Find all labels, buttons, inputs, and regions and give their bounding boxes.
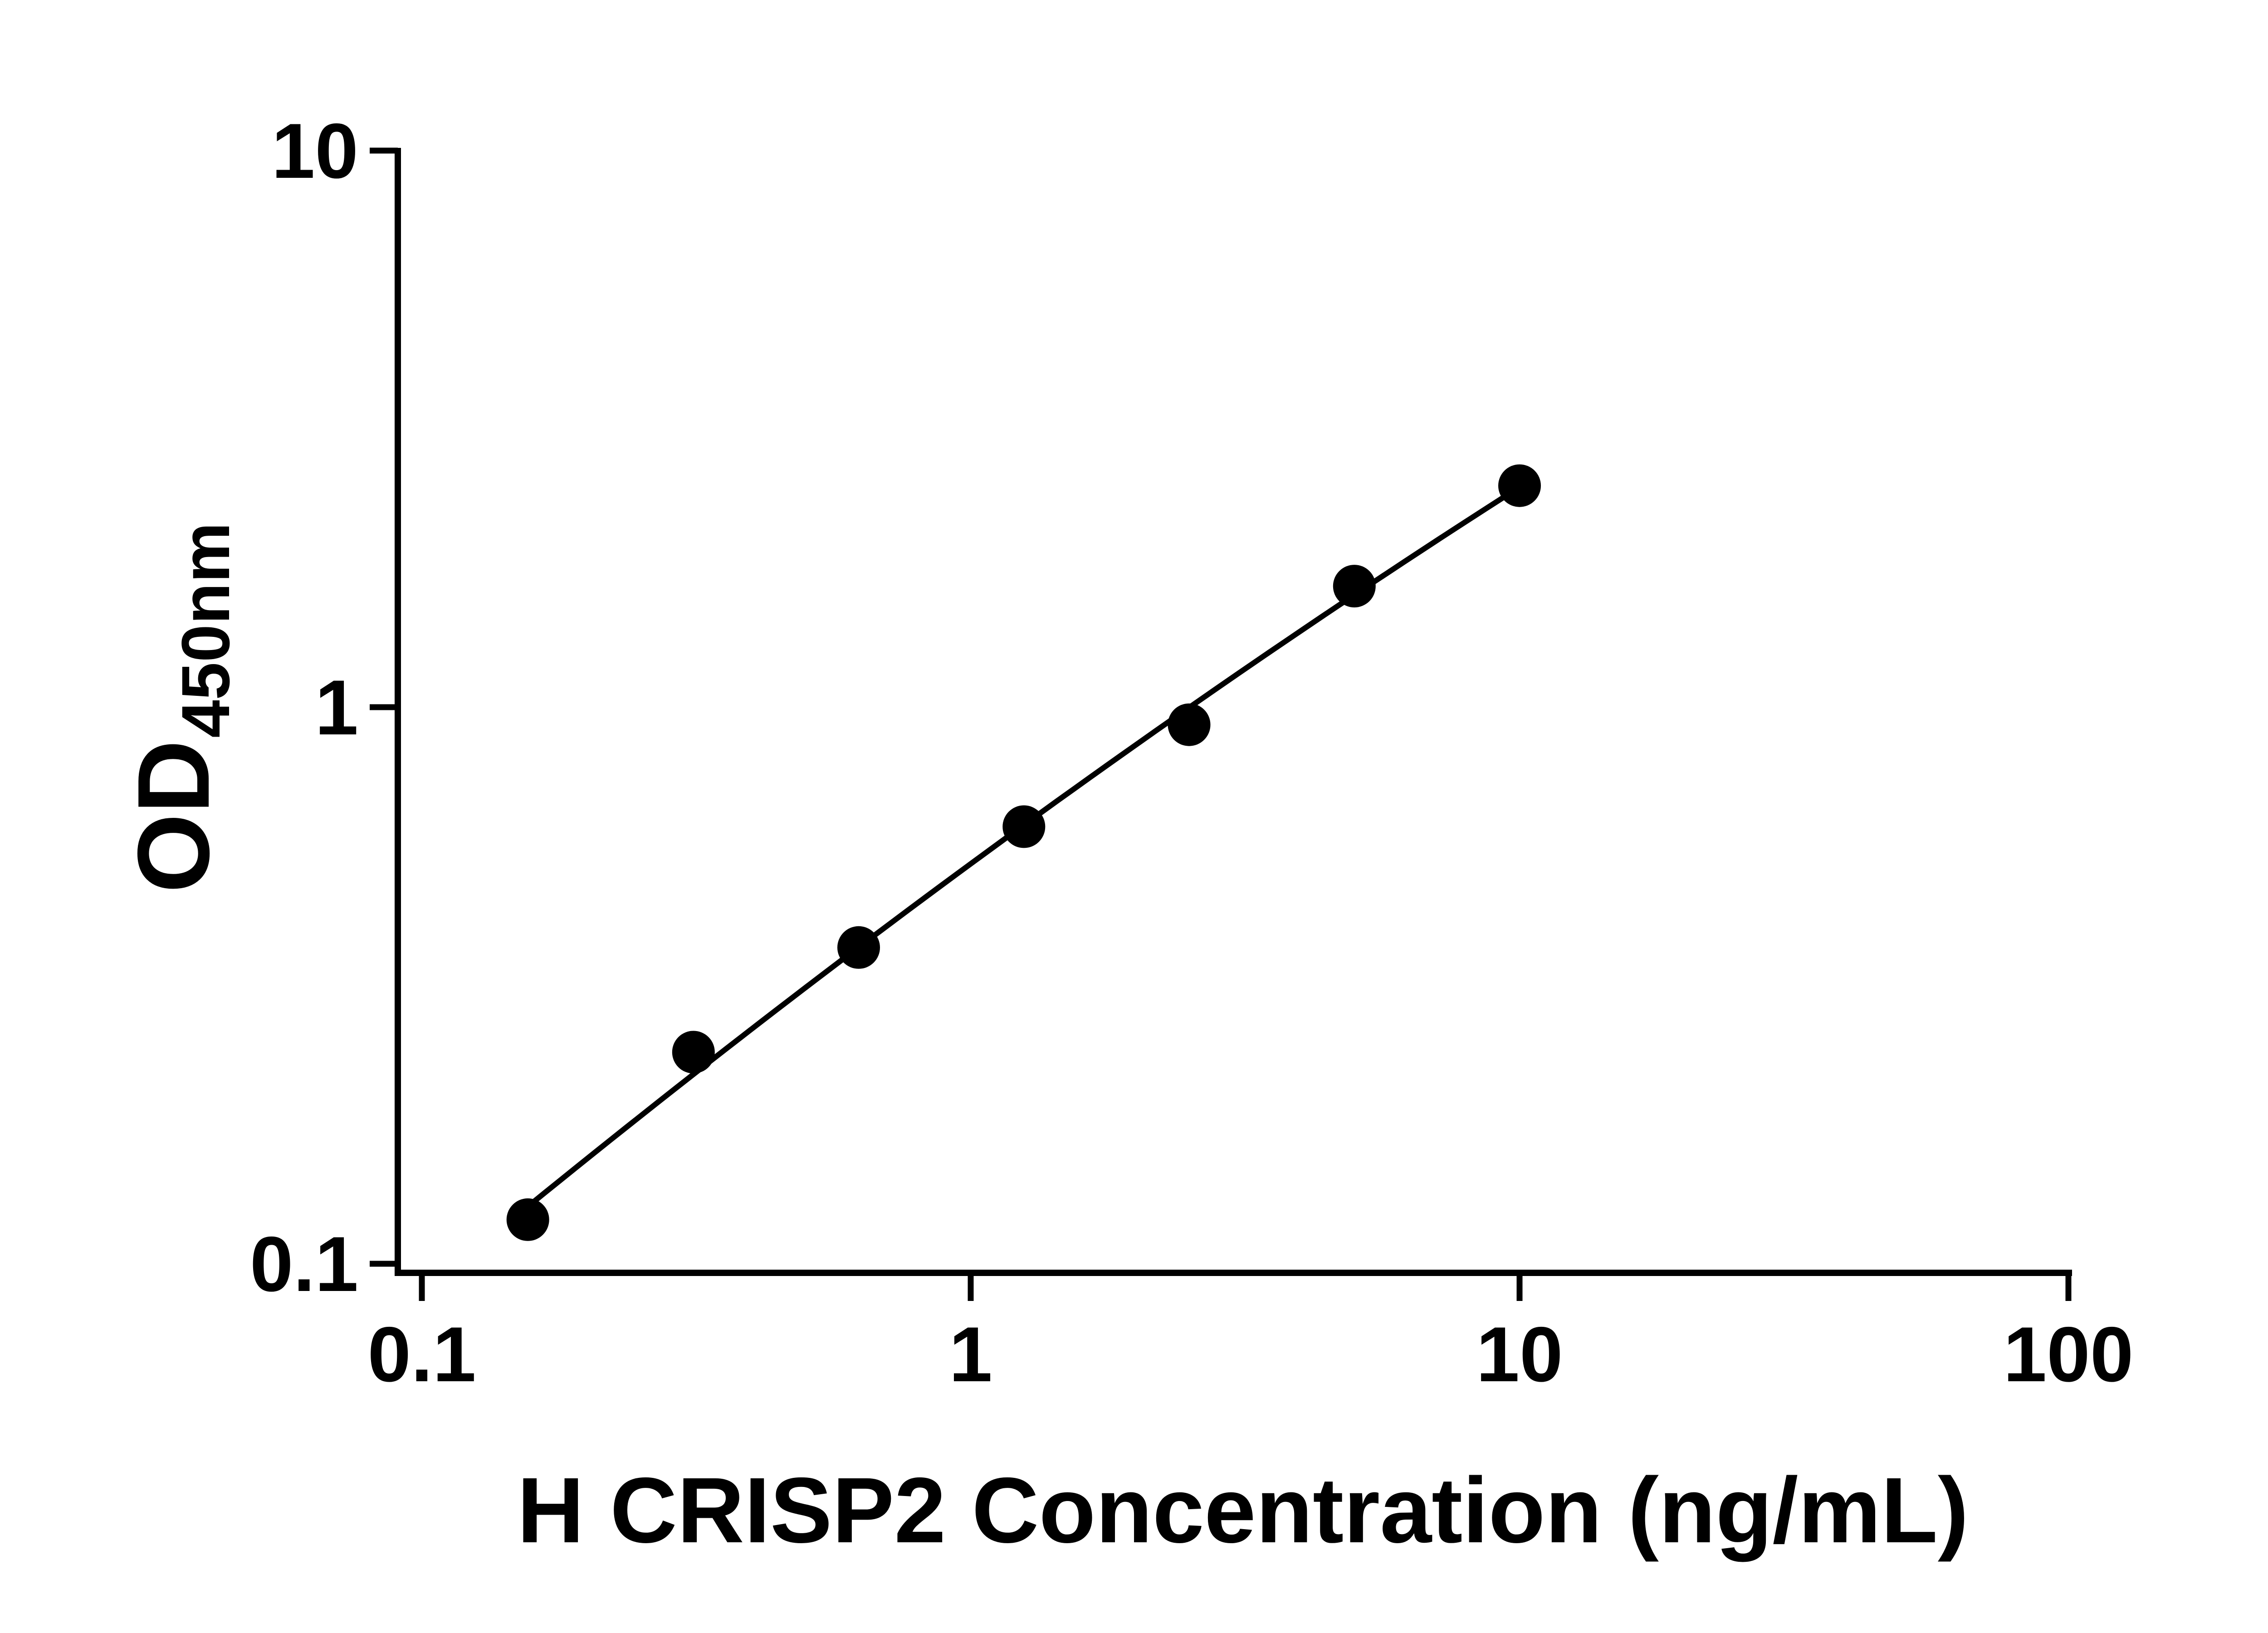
y-tick-label: 0.1 [250,1221,358,1308]
data-point [1333,565,1376,608]
data-point [837,926,880,969]
plot-area [370,147,2072,1301]
y-tick-label: 10 [272,108,358,195]
y-axis-title: OD 450nm [116,522,244,893]
data-point [1168,703,1211,746]
y-axis-title-main: OD [116,740,230,893]
x-tick-label: 100 [2004,1311,2134,1398]
x-axis-title: H CRISP2 Concentration (ng/mL) [517,1458,1969,1562]
data-point [672,1031,715,1074]
x-tick-label: 0.1 [367,1311,476,1398]
x-tick-label: 10 [1476,1311,1563,1398]
y-tick-label: 1 [315,664,358,751]
x-tick-label: 1 [949,1311,992,1398]
data-point [1498,464,1541,507]
y-axis-title-sub: 450nm [167,522,244,738]
data-point [1002,805,1046,848]
tick-labels: 0.1 1 10 100 0.1 1 10 [250,108,2134,1398]
data-point [506,1198,549,1241]
